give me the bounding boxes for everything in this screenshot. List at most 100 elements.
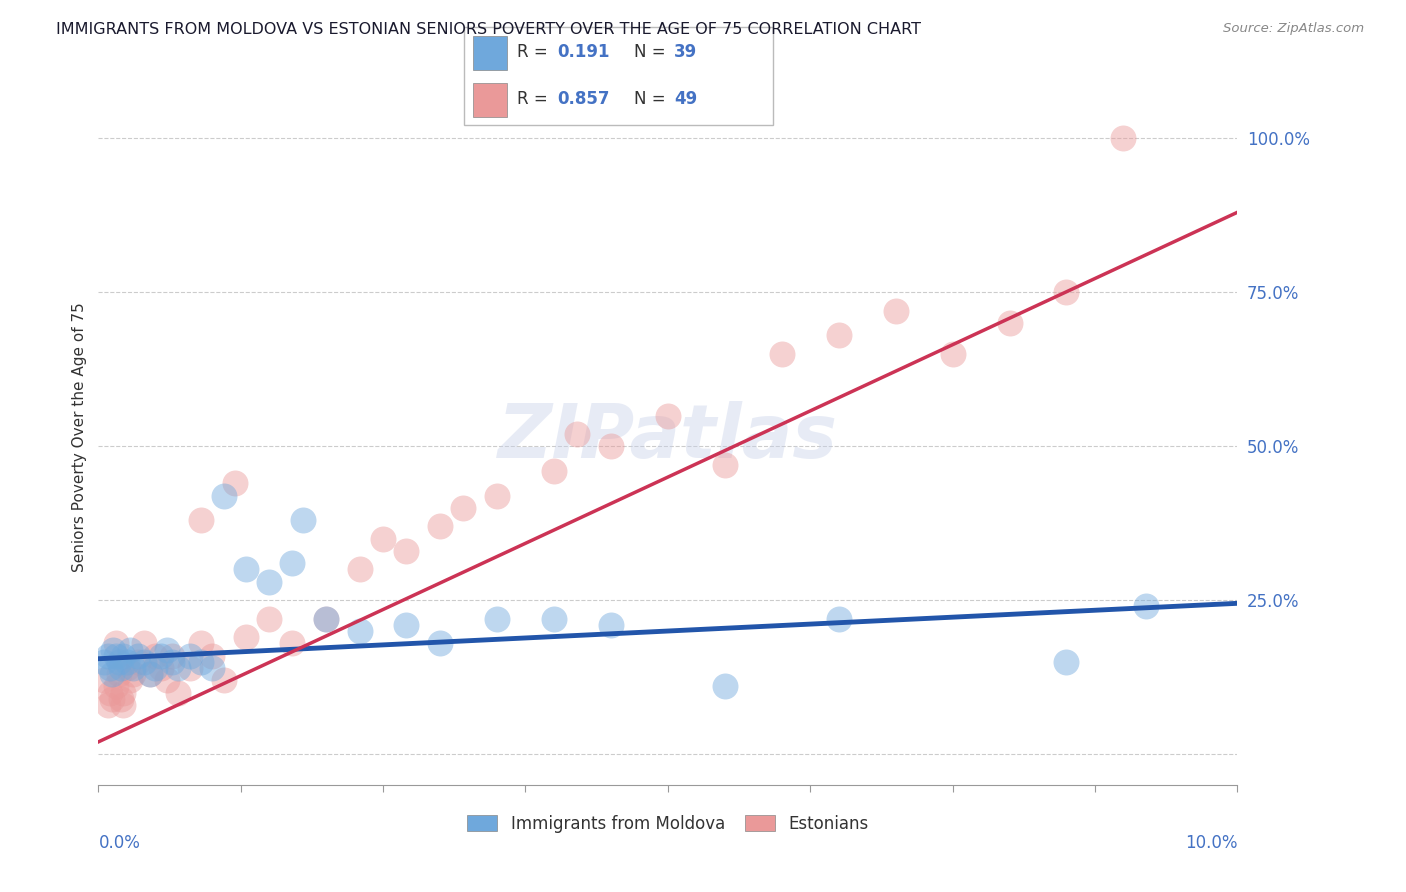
- Point: [167, 661, 190, 675]
- Point: [486, 489, 509, 503]
- Point: [132, 636, 155, 650]
- Text: N =: N =: [634, 44, 671, 62]
- Point: [98, 685, 121, 699]
- Point: [127, 655, 149, 669]
- Point: [112, 698, 135, 712]
- Point: [565, 427, 588, 442]
- Point: [104, 636, 127, 650]
- Point: [1112, 131, 1135, 145]
- Point: [714, 458, 737, 472]
- Text: R =: R =: [516, 90, 553, 108]
- Text: 39: 39: [675, 44, 697, 62]
- Text: 49: 49: [675, 90, 697, 108]
- Point: [201, 661, 224, 675]
- Point: [145, 648, 167, 663]
- Point: [235, 630, 257, 644]
- Point: [145, 661, 167, 675]
- Point: [315, 612, 337, 626]
- Point: [259, 612, 281, 626]
- Point: [121, 661, 143, 675]
- Legend: Immigrants from Moldova, Estonians: Immigrants from Moldova, Estonians: [461, 808, 875, 839]
- Point: [120, 673, 142, 688]
- Point: [259, 574, 281, 589]
- FancyBboxPatch shape: [464, 27, 773, 125]
- Point: [156, 642, 179, 657]
- Text: IMMIGRANTS FROM MOLDOVA VS ESTONIAN SENIORS POVERTY OVER THE AGE OF 75 CORRELATI: IMMIGRANTS FROM MOLDOVA VS ESTONIAN SENI…: [56, 22, 921, 37]
- Point: [93, 673, 115, 688]
- Point: [942, 347, 965, 361]
- Point: [714, 680, 737, 694]
- Point: [179, 648, 201, 663]
- Point: [235, 562, 257, 576]
- Point: [543, 612, 565, 626]
- Point: [543, 464, 565, 478]
- Text: N =: N =: [634, 90, 671, 108]
- Point: [138, 667, 160, 681]
- Point: [315, 612, 337, 626]
- Point: [600, 439, 623, 453]
- Point: [486, 612, 509, 626]
- Point: [212, 673, 235, 688]
- Point: [115, 661, 138, 675]
- Point: [179, 661, 201, 675]
- Point: [292, 513, 315, 527]
- Point: [190, 655, 212, 669]
- Point: [224, 476, 246, 491]
- Point: [657, 409, 679, 423]
- Point: [1056, 285, 1078, 300]
- Text: 0.857: 0.857: [557, 90, 609, 108]
- Point: [112, 648, 135, 663]
- Point: [1056, 655, 1078, 669]
- Point: [167, 685, 190, 699]
- Point: [120, 642, 142, 657]
- Point: [104, 648, 127, 663]
- Point: [998, 316, 1021, 330]
- Point: [138, 667, 160, 681]
- Point: [108, 655, 131, 669]
- Text: Source: ZipAtlas.com: Source: ZipAtlas.com: [1223, 22, 1364, 36]
- Point: [104, 680, 127, 694]
- Point: [150, 648, 173, 663]
- Point: [281, 557, 304, 571]
- Point: [281, 636, 304, 650]
- Point: [93, 655, 115, 669]
- Text: 0.0%: 0.0%: [98, 834, 141, 852]
- Point: [429, 636, 451, 650]
- Point: [190, 636, 212, 650]
- Text: R =: R =: [516, 44, 553, 62]
- Point: [132, 655, 155, 669]
- Text: 0.191: 0.191: [557, 44, 609, 62]
- Point: [349, 562, 371, 576]
- Text: 10.0%: 10.0%: [1185, 834, 1237, 852]
- Text: ZIPatlas: ZIPatlas: [498, 401, 838, 474]
- Point: [103, 642, 125, 657]
- FancyBboxPatch shape: [474, 83, 508, 117]
- FancyBboxPatch shape: [474, 36, 508, 70]
- Point: [212, 489, 235, 503]
- Point: [1135, 599, 1157, 614]
- Point: [108, 667, 131, 681]
- Point: [115, 655, 138, 669]
- Point: [600, 618, 623, 632]
- Point: [451, 500, 474, 515]
- Point: [162, 655, 184, 669]
- Point: [429, 519, 451, 533]
- Point: [150, 661, 173, 675]
- Point: [770, 347, 793, 361]
- Point: [156, 673, 179, 688]
- Point: [201, 648, 224, 663]
- Point: [828, 328, 851, 343]
- Point: [121, 667, 143, 681]
- Point: [395, 544, 418, 558]
- Y-axis label: Seniors Poverty Over the Age of 75: Seniors Poverty Over the Age of 75: [72, 302, 87, 572]
- Point: [371, 532, 394, 546]
- Point: [190, 513, 212, 527]
- Point: [112, 685, 135, 699]
- Point: [101, 667, 124, 681]
- Point: [110, 691, 132, 706]
- Point: [395, 618, 418, 632]
- Point: [828, 612, 851, 626]
- Point: [349, 624, 371, 638]
- Point: [96, 698, 118, 712]
- Point: [98, 661, 121, 675]
